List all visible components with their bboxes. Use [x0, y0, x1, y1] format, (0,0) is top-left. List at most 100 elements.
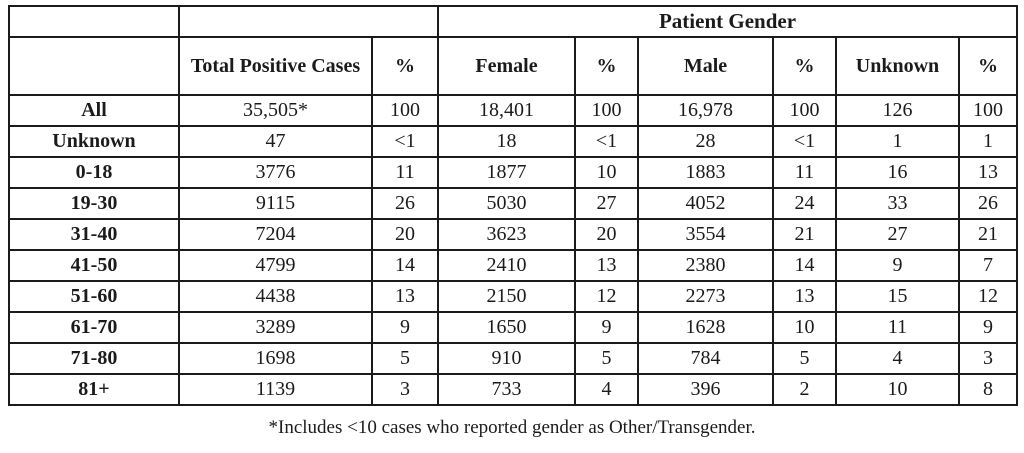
data-cell: 18: [437, 125, 576, 158]
data-cell: 3: [371, 373, 439, 406]
patient-gender-table: Patient Gender Total Positive Cases % Fe…: [8, 5, 1018, 406]
row-label-cell: Unknown: [8, 125, 180, 158]
data-cell: 100: [371, 94, 439, 127]
data-cell: 20: [371, 218, 439, 251]
data-cell: 4052: [637, 187, 774, 220]
table-row: 31-40 7204 20 3623 20 3554 21 27 21: [8, 218, 1018, 251]
data-cell: 26: [371, 187, 439, 220]
data-cell: 11: [371, 156, 439, 189]
data-cell: 16: [835, 156, 960, 189]
data-cell: 3: [958, 342, 1018, 375]
data-cell: 7204: [178, 218, 373, 251]
row-label-cell: 0-18: [8, 156, 180, 189]
column-header-male-pct: %: [772, 36, 837, 96]
data-cell: 12: [574, 280, 639, 313]
data-cell: 1883: [637, 156, 774, 189]
data-cell: 13: [371, 280, 439, 313]
data-cell: 7: [958, 249, 1018, 282]
row-label-cell: 31-40: [8, 218, 180, 251]
data-cell: 9: [371, 311, 439, 344]
data-cell: 18,401: [437, 94, 576, 127]
data-cell: 35,505*: [178, 94, 373, 127]
table-row: 19-30 9115 26 5030 27 4052 24 33 26: [8, 187, 1018, 220]
data-cell: 11: [835, 311, 960, 344]
data-cell: 1: [835, 125, 960, 158]
data-cell: 1139: [178, 373, 373, 406]
data-cell: 910: [437, 342, 576, 375]
data-cell: <1: [772, 125, 837, 158]
row-label-cell: 81+: [8, 373, 180, 406]
data-cell: 4438: [178, 280, 373, 313]
table-body: All 35,505* 100 18,401 100 16,978 100 126 100 Unk…: [8, 94, 1018, 406]
table-row: 0-18 3776 11 1877 10 1883 11 16 13: [8, 156, 1018, 189]
data-cell: 21: [958, 218, 1018, 251]
data-cell: 2273: [637, 280, 774, 313]
data-cell: 27: [574, 187, 639, 220]
data-cell: 27: [835, 218, 960, 251]
column-header-total-pct: %: [371, 36, 439, 96]
data-cell: 24: [772, 187, 837, 220]
data-cell: 33: [835, 187, 960, 220]
data-cell: 2150: [437, 280, 576, 313]
corner-blank-cell: [8, 5, 180, 38]
column-header-unknown-pct: %: [958, 36, 1018, 96]
data-cell: 15: [835, 280, 960, 313]
data-cell: 100: [574, 94, 639, 127]
data-cell: <1: [371, 125, 439, 158]
data-cell: 12: [958, 280, 1018, 313]
data-cell: 47: [178, 125, 373, 158]
table-row: Unknown 47 <1 18 <1 28 <1 1 1: [8, 125, 1018, 158]
data-cell: 5: [772, 342, 837, 375]
data-cell: 1650: [437, 311, 576, 344]
data-cell: 14: [772, 249, 837, 282]
row-label-cell: 71-80: [8, 342, 180, 375]
data-cell: 26: [958, 187, 1018, 220]
table-row: All 35,505* 100 18,401 100 16,978 100 126 100: [8, 94, 1018, 127]
data-cell: 4: [835, 342, 960, 375]
data-cell: 13: [958, 156, 1018, 189]
data-cell: 1628: [637, 311, 774, 344]
data-cell: 3776: [178, 156, 373, 189]
table-row: 51-60 4438 13 2150 12 2273 13 15 12: [8, 280, 1018, 313]
row-label-cell: 51-60: [8, 280, 180, 313]
data-cell: 1: [958, 125, 1018, 158]
column-header-male: Male: [637, 36, 774, 96]
data-cell: 5: [574, 342, 639, 375]
data-cell: 3289: [178, 311, 373, 344]
row-label-cell: 61-70: [8, 311, 180, 344]
table-row: 81+ 1139 3 733 4 396 2 10 8: [8, 373, 1018, 406]
data-cell: 100: [958, 94, 1018, 127]
data-cell: 10: [835, 373, 960, 406]
data-cell: 11: [772, 156, 837, 189]
data-cell: 2410: [437, 249, 576, 282]
data-cell: 4: [574, 373, 639, 406]
data-cell: 100: [772, 94, 837, 127]
table-row: 71-80 1698 5 910 5 784 5 4 3: [8, 342, 1018, 375]
data-cell: 10: [574, 156, 639, 189]
data-cell: 9: [958, 311, 1018, 344]
data-cell: 28: [637, 125, 774, 158]
data-cell: 3623: [437, 218, 576, 251]
data-cell: 126: [835, 94, 960, 127]
data-cell: 9115: [178, 187, 373, 220]
row-label-cell: All: [8, 94, 180, 127]
row-label-cell: 41-50: [8, 249, 180, 282]
data-cell: 784: [637, 342, 774, 375]
data-cell: 14: [371, 249, 439, 282]
column-header-female: Female: [437, 36, 576, 96]
table-row: 61-70 3289 9 1650 9 1628 10 11 9: [8, 311, 1018, 344]
group-header-row: Patient Gender: [8, 5, 1018, 38]
table-footnote: *Includes <10 cases who reported gender …: [268, 417, 756, 438]
data-cell: 3554: [637, 218, 774, 251]
data-cell: <1: [574, 125, 639, 158]
data-cell: 2380: [637, 249, 774, 282]
data-cell: 20: [574, 218, 639, 251]
data-cell: 733: [437, 373, 576, 406]
data-cell: 4799: [178, 249, 373, 282]
table-header: Patient Gender Total Positive Cases % Fe…: [8, 5, 1018, 96]
data-cell: 10: [772, 311, 837, 344]
data-cell: 21: [772, 218, 837, 251]
data-cell: 8: [958, 373, 1018, 406]
data-cell: 9: [574, 311, 639, 344]
